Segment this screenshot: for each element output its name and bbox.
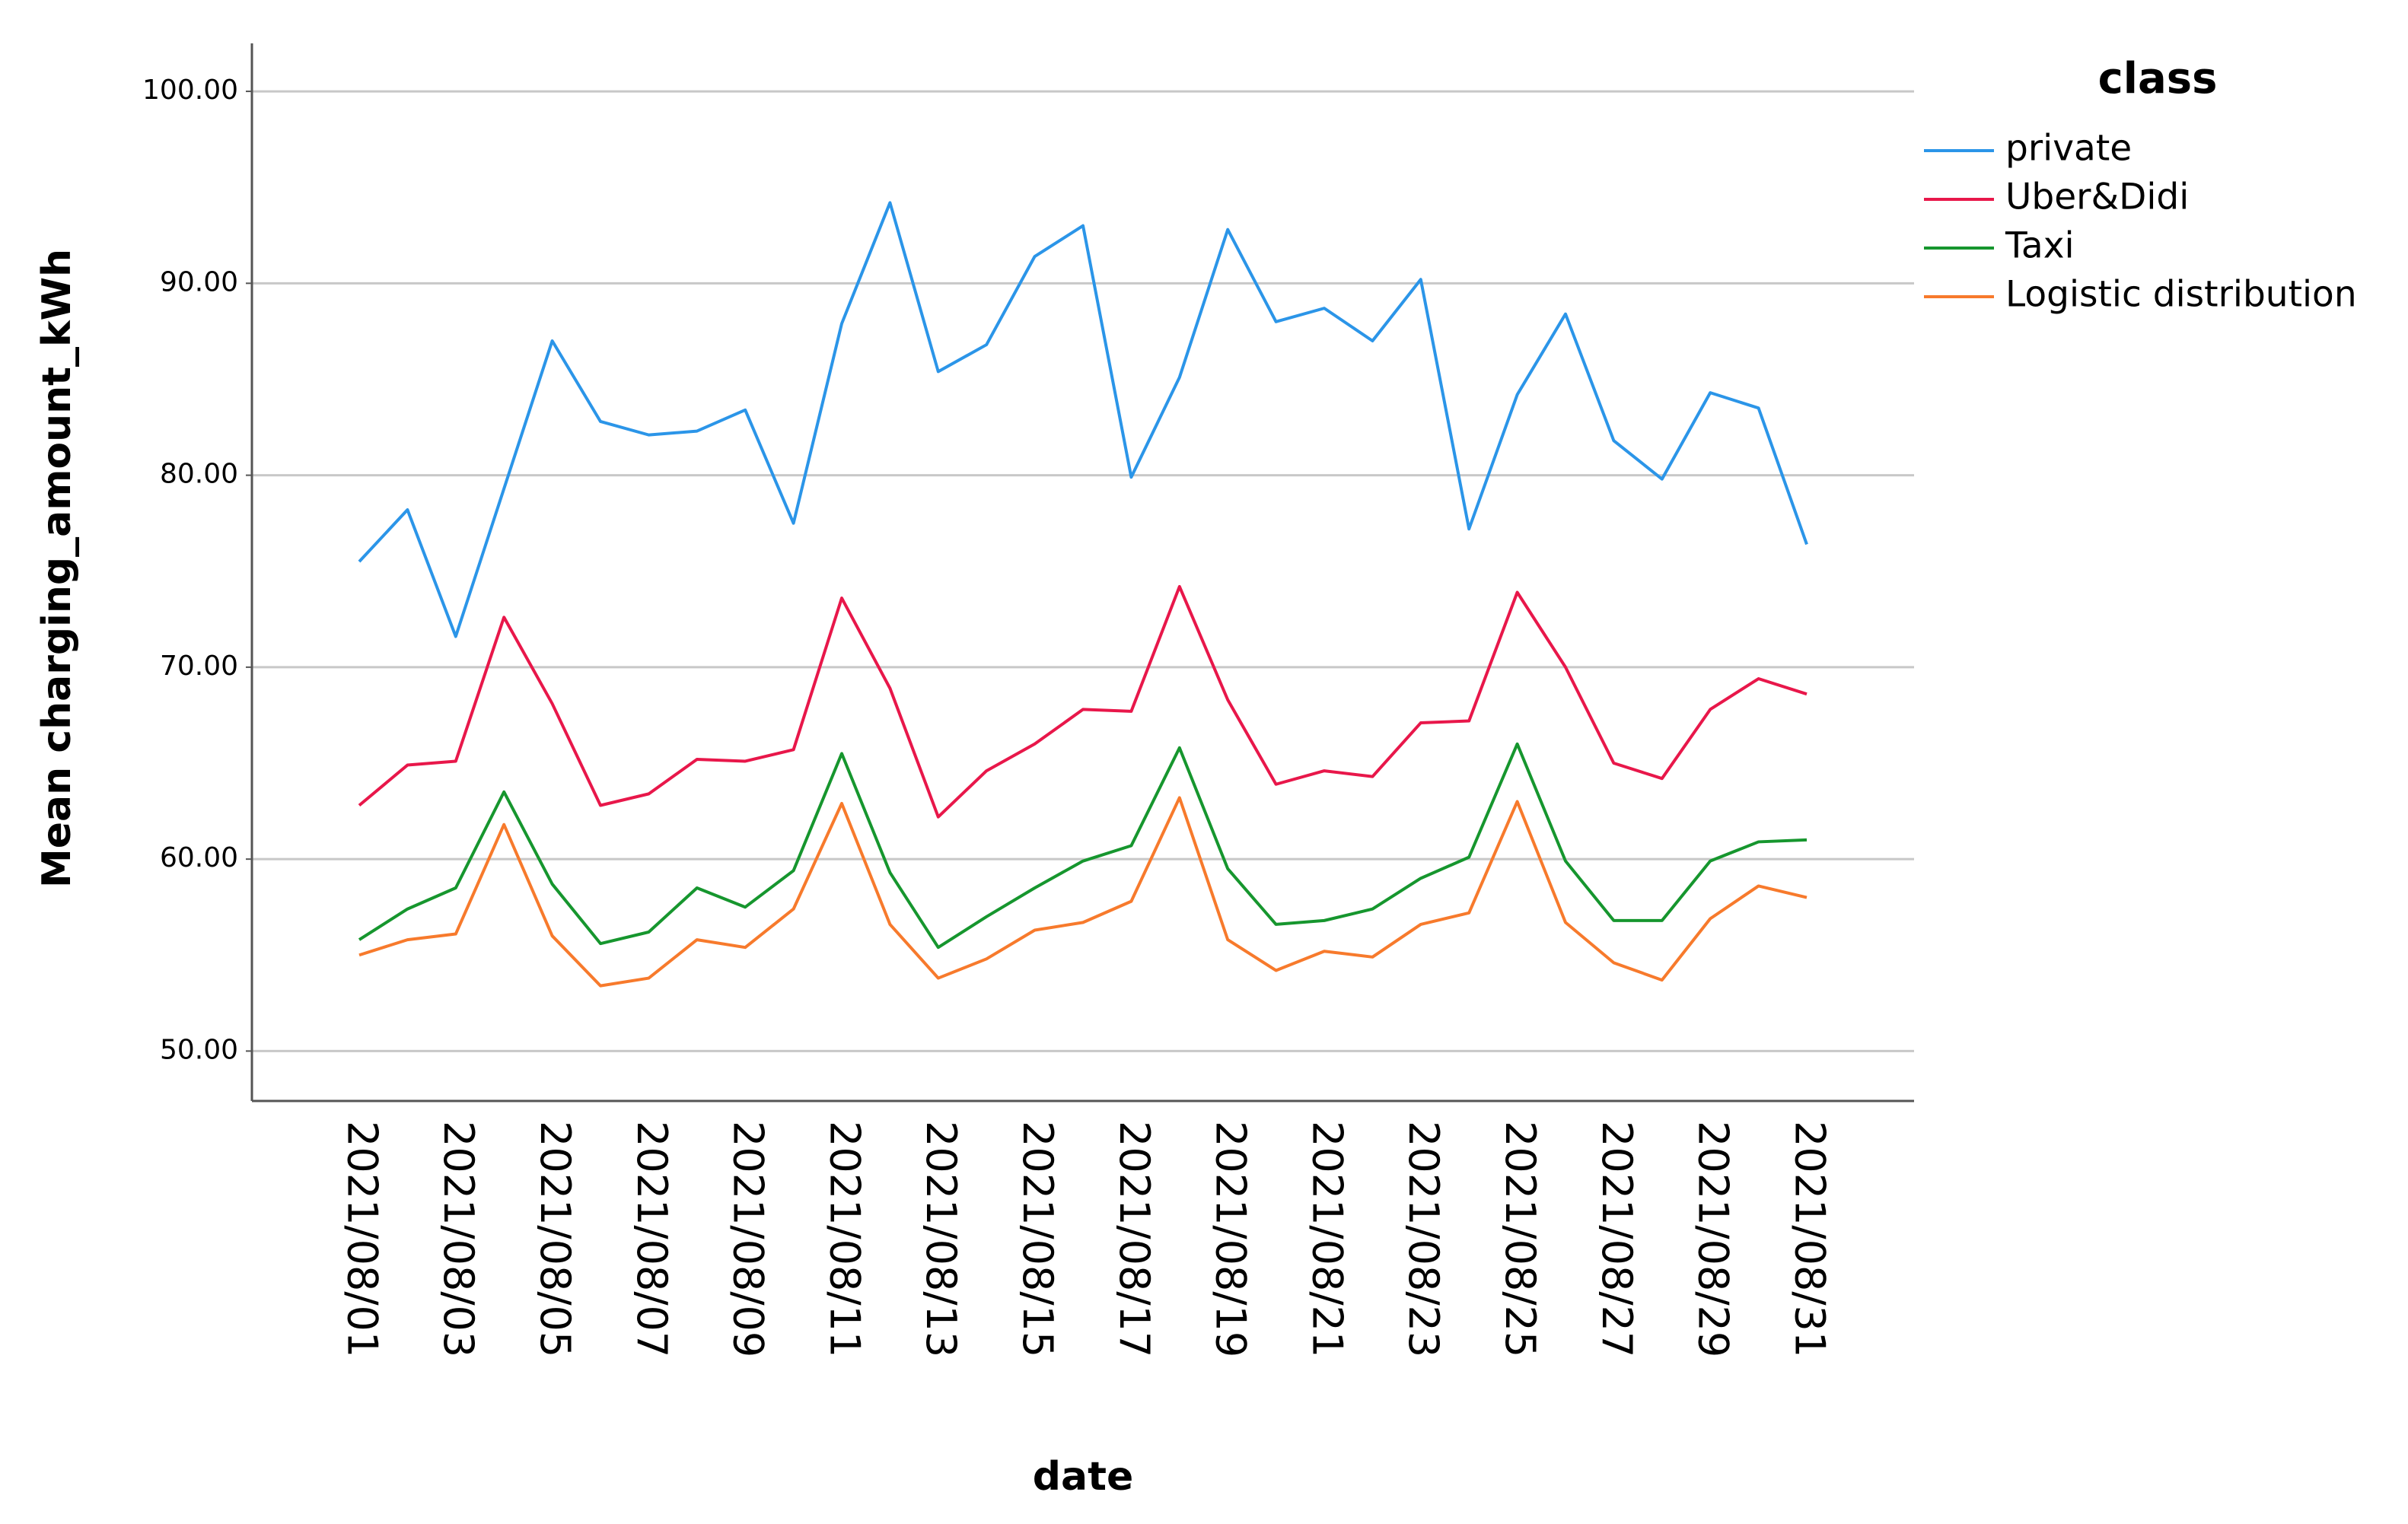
y-tick-label: 60.00	[160, 842, 238, 873]
x-tick-label: 2021/08/09	[725, 1121, 772, 1357]
x-tick-label: 2021/08/31	[1785, 1121, 1833, 1357]
series-line	[358, 742, 1808, 950]
x-tick-label: 2021/08/19	[1207, 1121, 1255, 1357]
x-tick-label: 2021/08/17	[1110, 1121, 1158, 1357]
y-tick-label: 90.00	[160, 266, 238, 297]
x-tick-label: 2021/08/29	[1690, 1121, 1738, 1357]
x-tick-label: 2021/08/27	[1593, 1121, 1641, 1357]
legend-title: class	[2098, 54, 2218, 103]
legend-label: Logistic distribution	[2005, 274, 2357, 316]
x-tick-label: 2021/08/25	[1496, 1121, 1544, 1357]
legend-label: private	[2005, 128, 2132, 170]
legend-label: Taxi	[2005, 225, 2075, 267]
x-tick-label: 2021/08/13	[917, 1121, 965, 1357]
y-tick-label: 70.00	[160, 651, 238, 682]
x-tick-label: 2021/08/11	[820, 1121, 868, 1357]
x-tick-label: 2021/08/03	[435, 1121, 483, 1357]
x-tick-label: 2021/08/23	[1400, 1121, 1448, 1357]
y-tick-label: 100.00	[142, 75, 238, 106]
legend-label: Uber&Didi	[2005, 177, 2189, 218]
x-tick-label: 2021/08/01	[338, 1121, 386, 1357]
series-line	[358, 584, 1808, 819]
series-line	[358, 796, 1808, 988]
x-tick-label: 2021/08/21	[1303, 1121, 1351, 1357]
x-tick-label: 2021/08/15	[1014, 1121, 1062, 1357]
y-tick-label: 50.00	[160, 1034, 238, 1065]
y-axis-title: Mean charging_amount_kWh	[34, 249, 80, 888]
series-line	[358, 201, 1808, 638]
x-tick-label: 2021/08/05	[531, 1121, 579, 1357]
y-tick-label: 80.00	[160, 459, 238, 490]
x-tick-label: 2021/08/07	[628, 1121, 676, 1357]
x-axis-title: date	[1033, 1454, 1133, 1500]
